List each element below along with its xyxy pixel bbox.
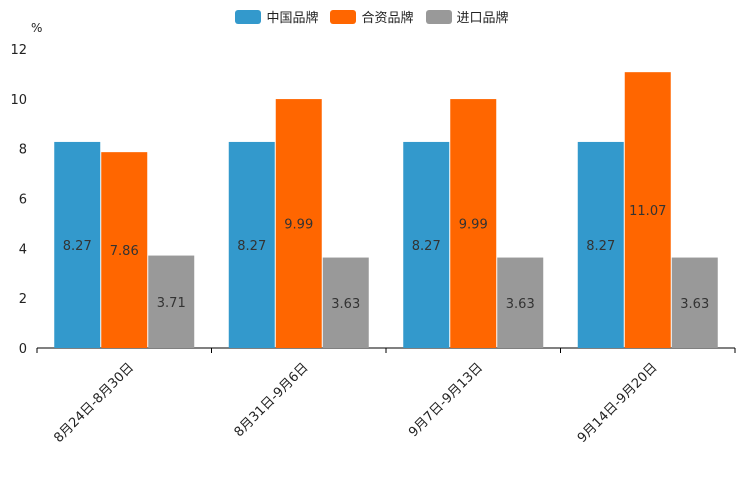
bar-value-label: 8.27 <box>63 239 92 254</box>
y-tick-label: 4 <box>19 242 27 257</box>
bar <box>497 257 544 348</box>
legend-swatch-import-brand <box>425 9 452 24</box>
x-tick-label: 8月24日-8月30日 <box>51 360 137 446</box>
bar-value-label: 8.27 <box>412 239 441 254</box>
bar <box>624 72 671 349</box>
bar <box>403 141 450 348</box>
legend-item-import-brand[interactable]: 进口品牌 <box>425 7 509 26</box>
legend-label-china-brand: 中国品牌 <box>266 11 319 26</box>
legend-label-joint-venture-brand: 合资品牌 <box>361 11 414 26</box>
bar-value-label: 8.27 <box>237 239 266 254</box>
x-tick-label: 8月31日-9月6日 <box>232 360 312 440</box>
chart-legend: 中国品牌 合资品牌 进口品牌 <box>0 7 744 26</box>
legend-item-joint-venture-brand[interactable]: 合资品牌 <box>330 7 414 26</box>
bar <box>275 99 322 349</box>
y-tick-label: 10 <box>10 93 27 108</box>
legend-swatch-joint-venture-brand <box>330 9 357 24</box>
bar <box>322 257 369 348</box>
bar-value-label: 3.63 <box>680 297 709 312</box>
legend-label-import-brand: 进口品牌 <box>456 11 509 26</box>
bar <box>450 99 497 349</box>
bar-value-label: 9.99 <box>284 218 313 233</box>
bar-value-label: 3.63 <box>506 297 535 312</box>
bar-value-label: 3.63 <box>331 297 360 312</box>
legend-swatch-china-brand <box>235 9 262 24</box>
bar-value-label: 9.99 <box>459 218 488 233</box>
y-tick-label: 0 <box>19 342 27 357</box>
bar <box>148 255 195 348</box>
y-tick-label: 6 <box>19 193 27 208</box>
y-tick-label: 2 <box>19 292 27 307</box>
bar <box>228 141 275 348</box>
bar-value-label: 11.07 <box>629 204 666 219</box>
bar <box>101 152 148 348</box>
y-tick-label: 12 <box>10 43 27 58</box>
bar-value-label: 7.86 <box>110 244 139 259</box>
legend-item-china-brand[interactable]: 中国品牌 <box>235 7 318 26</box>
bar-value-label: 3.71 <box>157 296 186 311</box>
y-tick-label: 8 <box>19 143 27 158</box>
bar <box>671 257 718 348</box>
bar <box>577 141 624 348</box>
y-axis-unit-label: % <box>31 21 43 35</box>
x-tick-label: 9月14日-9月20日 <box>575 360 661 446</box>
bar <box>54 141 101 348</box>
x-tick-label: 9月7日-9月13日 <box>406 360 486 440</box>
bar-value-label: 8.27 <box>586 239 615 254</box>
